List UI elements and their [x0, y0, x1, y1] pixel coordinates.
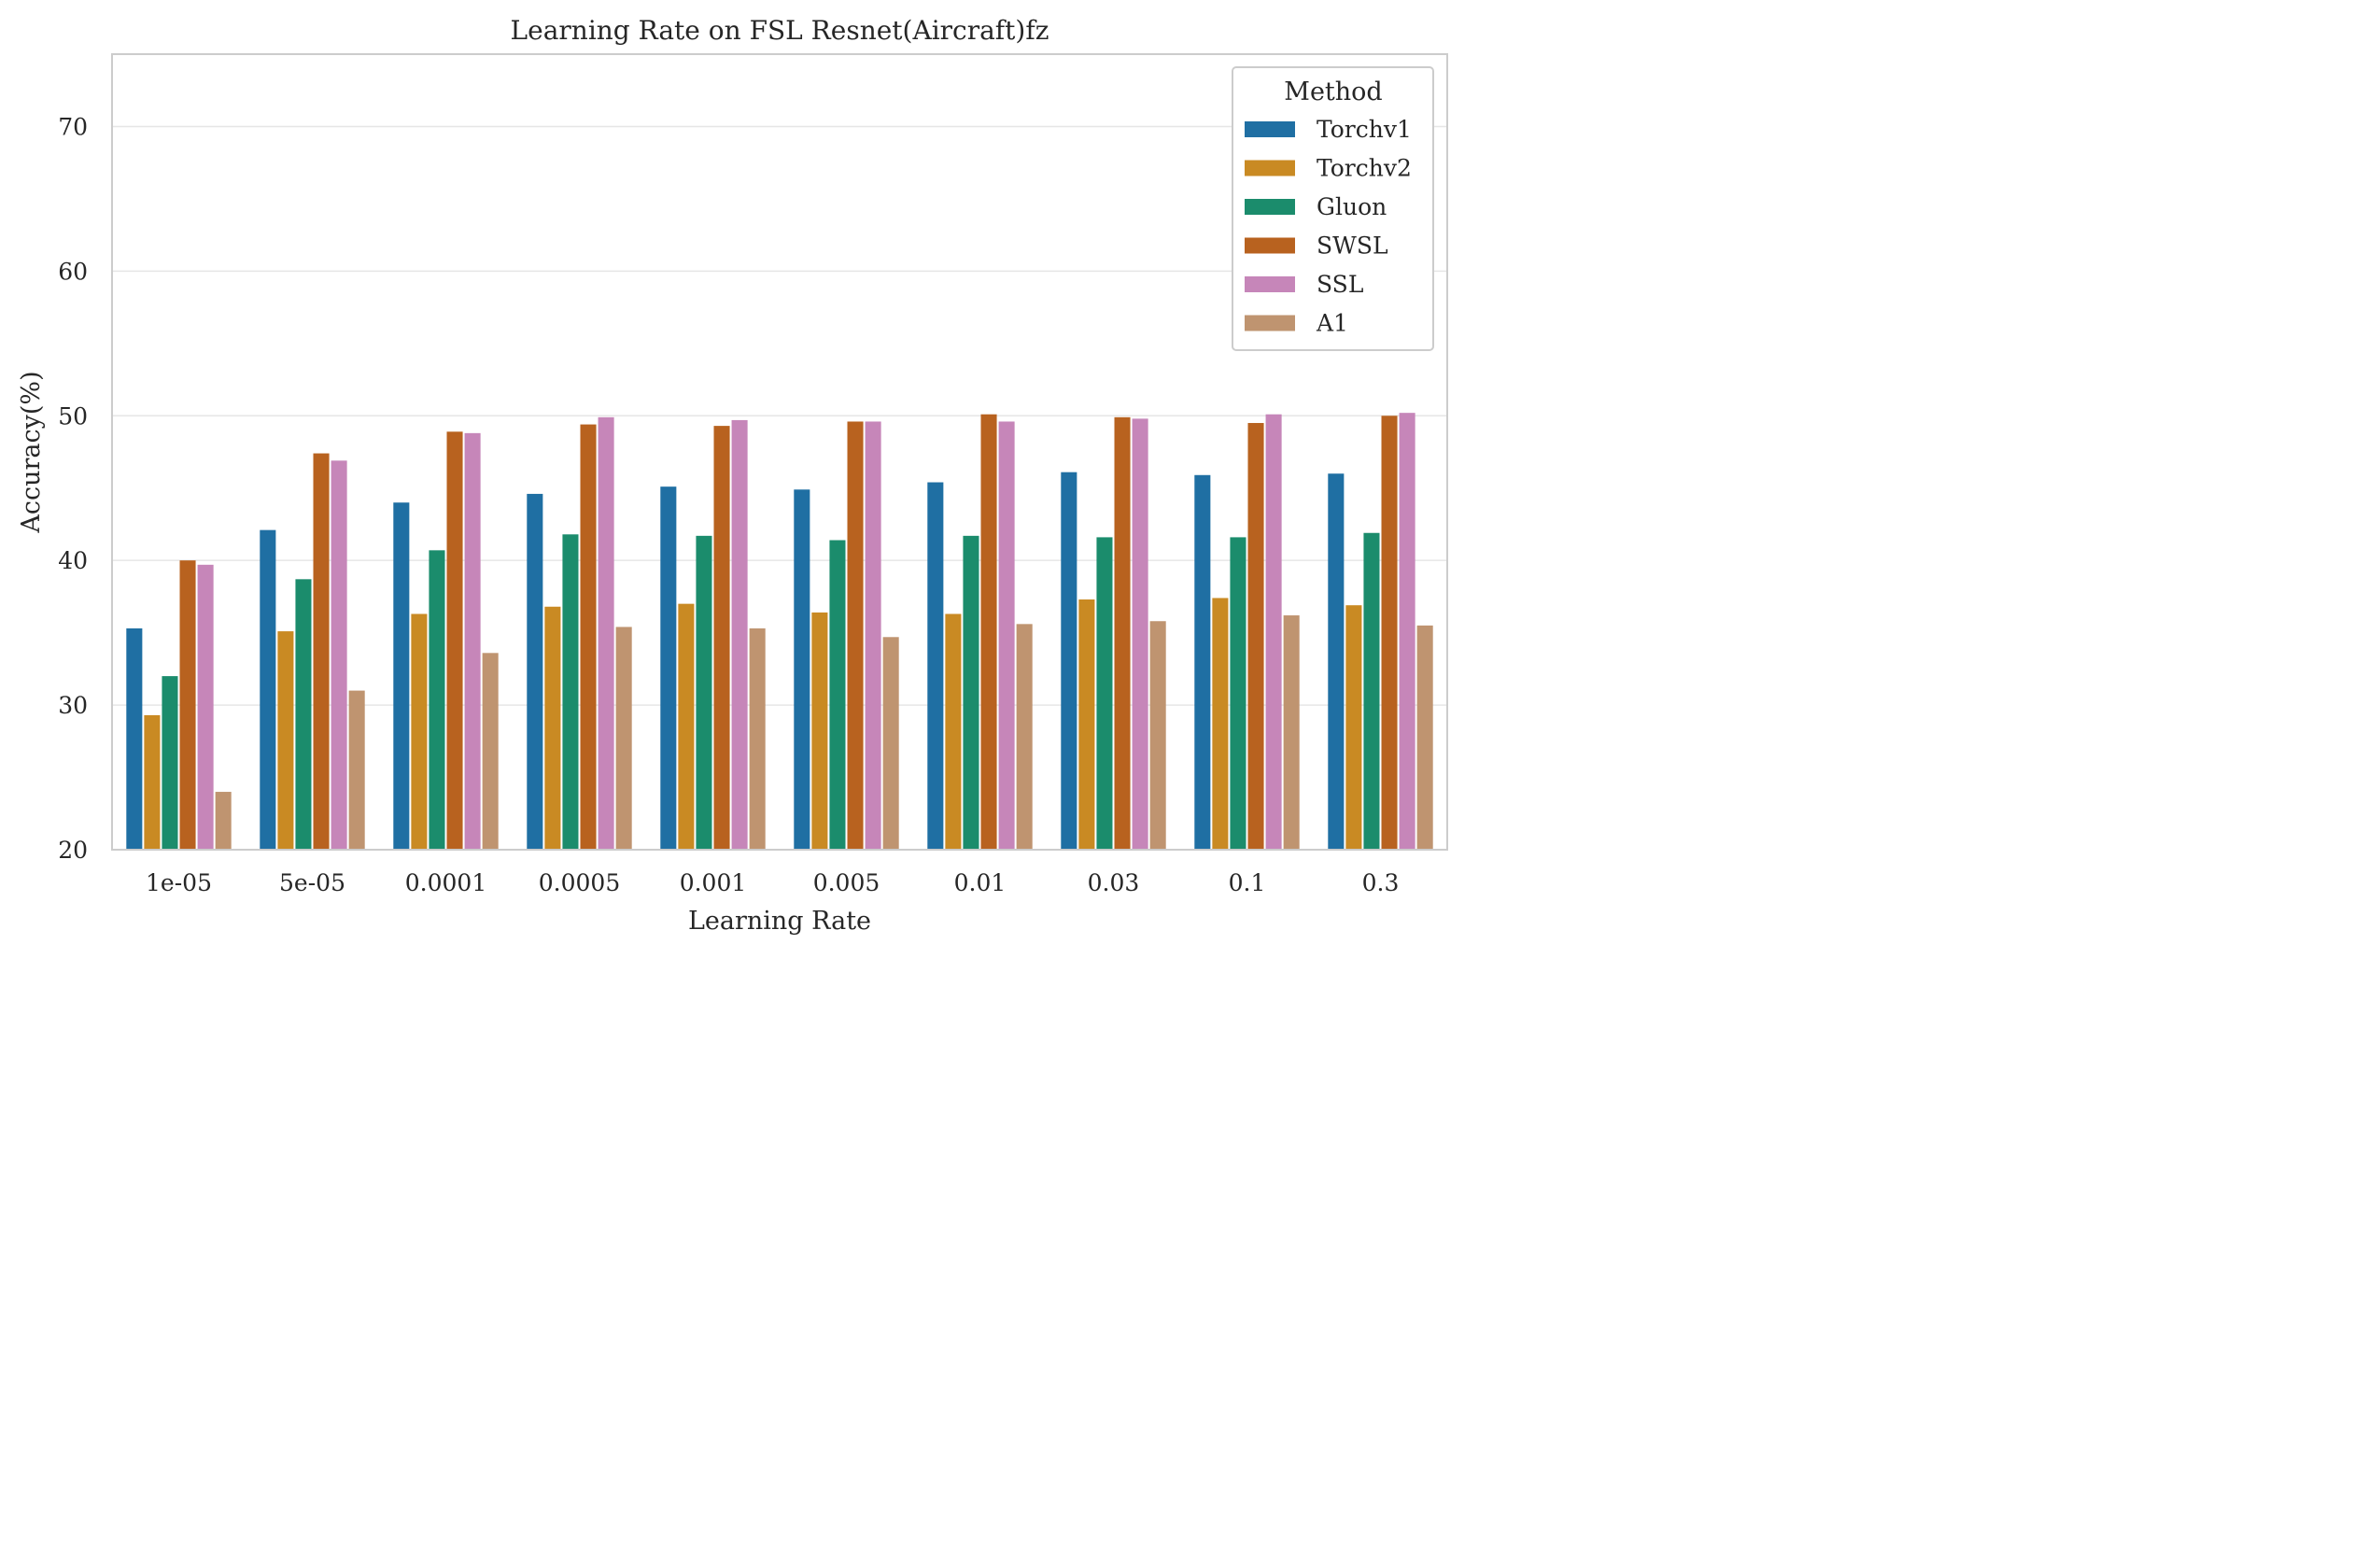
bars	[126, 413, 1433, 850]
bar-swsl	[980, 414, 997, 850]
y-tick-label: 50	[58, 402, 88, 430]
x-tick-label: 0.0001	[405, 869, 486, 896]
bar-ssl	[731, 419, 748, 850]
bar-torchv1	[1061, 472, 1077, 850]
bar-torchv2	[811, 612, 828, 850]
legend-swatch	[1245, 199, 1295, 215]
x-tick-label: 0.0005	[539, 869, 620, 896]
bar-ssl	[331, 460, 347, 850]
bar-gluon	[295, 579, 312, 850]
y-tick-label: 70	[58, 113, 88, 140]
bar-torchv1	[660, 486, 677, 850]
bar-gluon	[562, 534, 579, 850]
bar-gluon	[1363, 532, 1380, 850]
x-tick-label: 0.3	[1362, 869, 1400, 896]
bar-torchv2	[411, 613, 428, 850]
bar-swsl	[1114, 416, 1131, 850]
bar-torchv2	[277, 631, 294, 850]
bar-torchv1	[393, 502, 410, 850]
legend-items: Torchv1 Torchv2 Gluon SWSL SSL A1	[1245, 116, 1412, 337]
bar-torchv2	[1078, 599, 1095, 850]
bar-swsl	[313, 453, 330, 850]
y-tick-labels: 20 30 40 50 60 70	[58, 113, 88, 864]
bar-torchv1	[1194, 474, 1211, 850]
bar-ssl	[865, 421, 881, 850]
x-tick-label: 0.01	[954, 869, 1007, 896]
chart-title: Learning Rate on FSL Resnet(Aircraft)fz	[511, 15, 1049, 46]
legend-label: Gluon	[1317, 193, 1387, 220]
bar-ssl	[598, 416, 614, 850]
legend-swatch	[1245, 276, 1295, 292]
bar-a1	[882, 637, 899, 850]
bar-a1	[1016, 624, 1033, 850]
bar-gluon	[963, 535, 979, 850]
bar-a1	[348, 690, 365, 850]
bar-torchv2	[945, 613, 962, 850]
bar-torchv1	[1328, 473, 1345, 850]
chart: 20 30 40 50 60 70 1e-05 5e-05 0.0001 0.0005 0.001…	[0, 0, 1464, 952]
bar-ssl	[1132, 418, 1148, 850]
x-tick-label: 0.001	[680, 869, 747, 896]
plot-frame	[111, 53, 1448, 851]
x-tick-labels: 1e-05 5e-05 0.0001 0.0005 0.001 0.005 0.01 0.03…	[146, 869, 1399, 896]
bar-swsl	[580, 424, 597, 850]
bar-ssl	[998, 421, 1015, 850]
legend: Method Torchv1 Torchv2 Gluon SWSL SSL A1	[1232, 66, 1434, 351]
bar-torchv1	[260, 529, 276, 850]
bar-swsl	[1247, 423, 1264, 850]
x-tick-label: 0.1	[1229, 869, 1266, 896]
bar-a1	[1283, 615, 1300, 850]
x-tick-label: 0.005	[813, 869, 880, 896]
legend-swatch	[1245, 121, 1295, 137]
y-tick-label: 20	[58, 837, 88, 864]
x-tick-label: 0.03	[1088, 869, 1140, 896]
bar-gluon	[162, 676, 178, 850]
bar-gluon	[429, 550, 445, 850]
bar-swsl	[1381, 416, 1398, 850]
bar-torchv2	[1212, 598, 1229, 850]
bar-ssl	[197, 564, 214, 850]
legend-title: Method	[1284, 78, 1382, 106]
bar-torchv2	[544, 606, 561, 850]
bar-gluon	[1230, 537, 1246, 850]
legend-label: SWSL	[1317, 232, 1388, 260]
legend-label: SSL	[1317, 271, 1363, 298]
x-axis-label: Learning Rate	[688, 907, 871, 936]
legend-swatch	[1245, 160, 1295, 176]
y-tick-label: 40	[58, 547, 88, 574]
bar-a1	[482, 653, 499, 850]
legend-label: Torchv1	[1317, 116, 1412, 143]
legend-swatch	[1245, 315, 1295, 331]
bar-swsl	[713, 426, 730, 850]
y-axis-label: Accuracy(%)	[17, 371, 46, 533]
legend-label: A1	[1316, 310, 1348, 337]
bar-gluon	[696, 535, 712, 850]
bar-a1	[749, 627, 766, 850]
bar-torchv2	[678, 603, 695, 850]
x-tick-label: 1e-05	[146, 869, 212, 896]
legend-label: Torchv2	[1317, 155, 1412, 182]
bar-swsl	[446, 431, 463, 850]
bar-gluon	[829, 540, 846, 850]
bar-torchv1	[126, 627, 143, 850]
bar-a1	[615, 627, 632, 850]
bar-torchv1	[527, 493, 543, 850]
bar-ssl	[1399, 413, 1415, 850]
y-tick-label: 30	[58, 692, 88, 719]
bar-a1	[1416, 625, 1433, 850]
y-tick-label: 60	[58, 258, 88, 285]
bar-swsl	[179, 560, 196, 850]
bar-a1	[215, 792, 232, 850]
x-tick-label: 5e-05	[279, 869, 345, 896]
bar-torchv1	[927, 482, 944, 850]
bar-torchv2	[144, 714, 161, 850]
bar-torchv2	[1345, 605, 1362, 850]
legend-swatch	[1245, 237, 1295, 254]
bar-gluon	[1096, 537, 1113, 850]
bar-ssl	[1265, 414, 1282, 850]
bar-ssl	[464, 432, 481, 850]
bar-a1	[1149, 621, 1166, 850]
bar-swsl	[847, 421, 864, 850]
bar-torchv1	[794, 489, 810, 850]
